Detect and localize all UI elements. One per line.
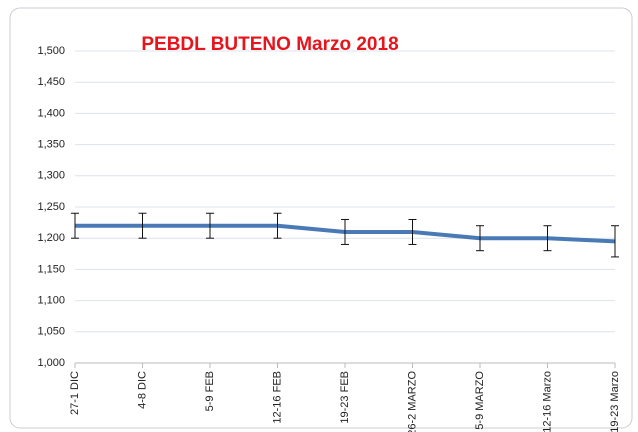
x-tick-label: 4-8 DIC <box>136 371 148 409</box>
x-tick-label: 12-16 Marzo <box>541 371 553 432</box>
error-bar <box>476 225 484 252</box>
error-bar <box>206 212 214 239</box>
error-bar <box>71 212 79 239</box>
y-tick-label: 1,400 <box>37 107 65 119</box>
x-tick-label: 5-9 FEB <box>204 371 216 411</box>
x-tick-label: 26-2 MARZO <box>406 371 418 432</box>
y-tick-label: 1,500 <box>37 45 65 57</box>
error-bar <box>611 225 619 258</box>
error-bar <box>408 218 417 245</box>
x-tick-label: 19-23 Marzo <box>609 371 621 432</box>
error-bar <box>341 218 349 245</box>
x-tick-label: 5-9 MARZO <box>474 371 486 430</box>
y-tick-label: 1,250 <box>37 201 65 213</box>
y-tick-label: 1,000 <box>37 357 65 369</box>
x-tick-label: 27-1 DIC <box>69 371 81 415</box>
error-bar <box>543 225 552 252</box>
error-bar <box>273 212 282 239</box>
chart-title: PEBDL BUTENO Marzo 2018 <box>141 34 398 55</box>
x-tick-label: 19-23 FEB <box>339 371 351 424</box>
y-tick-label: 1,150 <box>37 263 65 275</box>
error-bar <box>138 212 147 239</box>
x-tick-label: 12-16 FEB <box>271 371 283 424</box>
y-tick-label: 1,050 <box>37 326 65 338</box>
y-tick-label: 1,300 <box>37 170 65 182</box>
y-tick-label: 1,200 <box>37 232 65 244</box>
chart-frame <box>9 7 633 429</box>
y-tick-label: 1,450 <box>37 76 65 88</box>
y-tick-label: 1,350 <box>37 139 65 151</box>
y-tick-label: 1,100 <box>37 295 65 307</box>
